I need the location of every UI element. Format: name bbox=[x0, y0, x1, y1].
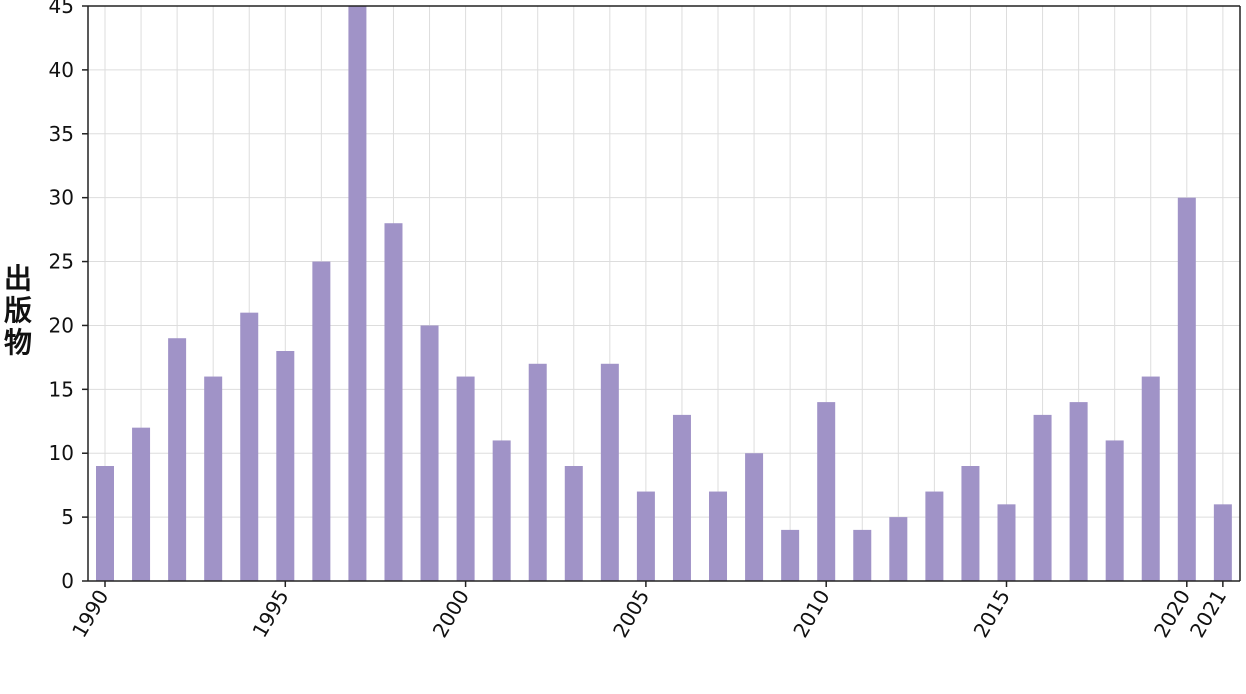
bar-2012 bbox=[889, 517, 908, 581]
bar-2000 bbox=[456, 376, 475, 581]
bar-2021 bbox=[1213, 504, 1232, 581]
bar-2019 bbox=[1141, 376, 1160, 581]
y-tick-label: 35 bbox=[49, 122, 74, 146]
axes bbox=[87, 5, 1241, 582]
y-tick-label: 0 bbox=[61, 569, 74, 593]
y-tick-label: 25 bbox=[49, 250, 74, 274]
bar-2008 bbox=[745, 453, 764, 581]
y-tick-label: 15 bbox=[49, 377, 74, 401]
y-tick-label: 45 bbox=[49, 0, 74, 18]
bar-2004 bbox=[600, 363, 619, 581]
y-tick-label: 10 bbox=[49, 441, 74, 465]
bar-1990 bbox=[96, 466, 114, 581]
bar-2011 bbox=[853, 529, 872, 581]
bar-2003 bbox=[564, 466, 583, 581]
y-axis-ticks: 0 5 10 15 20 25 30 35 40 45 bbox=[49, 0, 88, 593]
y-tick-label: 5 bbox=[61, 505, 74, 529]
bar-1999 bbox=[420, 325, 439, 581]
y-tick-label: 20 bbox=[49, 313, 74, 337]
bar-2009 bbox=[781, 529, 800, 581]
bar-2002 bbox=[528, 363, 547, 581]
x-tick-label: 2015 bbox=[969, 586, 1015, 642]
x-tick-label: 2021 bbox=[1185, 586, 1231, 642]
bar-2005 bbox=[636, 491, 655, 581]
bar-2006 bbox=[672, 414, 691, 581]
y-axis-label: 出版物 bbox=[4, 262, 32, 359]
bar-2015 bbox=[997, 504, 1016, 581]
bar-1996 bbox=[312, 261, 331, 581]
x-tick-label: 2000 bbox=[428, 586, 474, 642]
x-tick-label: 2005 bbox=[608, 586, 654, 642]
bar-2010 bbox=[817, 402, 836, 581]
x-tick-label: 2020 bbox=[1149, 586, 1195, 642]
bar-1994 bbox=[240, 312, 259, 581]
x-tick-label: 2010 bbox=[788, 586, 834, 642]
bar-2018 bbox=[1105, 440, 1124, 581]
bar-2013 bbox=[925, 491, 944, 581]
bar-1993 bbox=[204, 376, 223, 581]
bar-2020 bbox=[1177, 197, 1196, 581]
bar-2007 bbox=[709, 491, 728, 581]
x-tick-label: 1995 bbox=[247, 586, 293, 642]
bar-1992 bbox=[168, 338, 187, 581]
bar-2017 bbox=[1069, 402, 1088, 581]
bar-1991 bbox=[132, 427, 151, 581]
bar-2001 bbox=[492, 440, 511, 581]
bars bbox=[96, 6, 1232, 581]
bar-1998 bbox=[384, 223, 403, 581]
bar-1997 bbox=[348, 6, 367, 581]
y-tick-label: 40 bbox=[49, 58, 74, 82]
x-tick-label: 1990 bbox=[67, 586, 113, 642]
bar-1995 bbox=[276, 351, 295, 581]
grid bbox=[88, 5, 1240, 582]
bar-2014 bbox=[961, 466, 980, 581]
bar-2016 bbox=[1033, 414, 1052, 581]
y-tick-label: 30 bbox=[49, 186, 74, 210]
